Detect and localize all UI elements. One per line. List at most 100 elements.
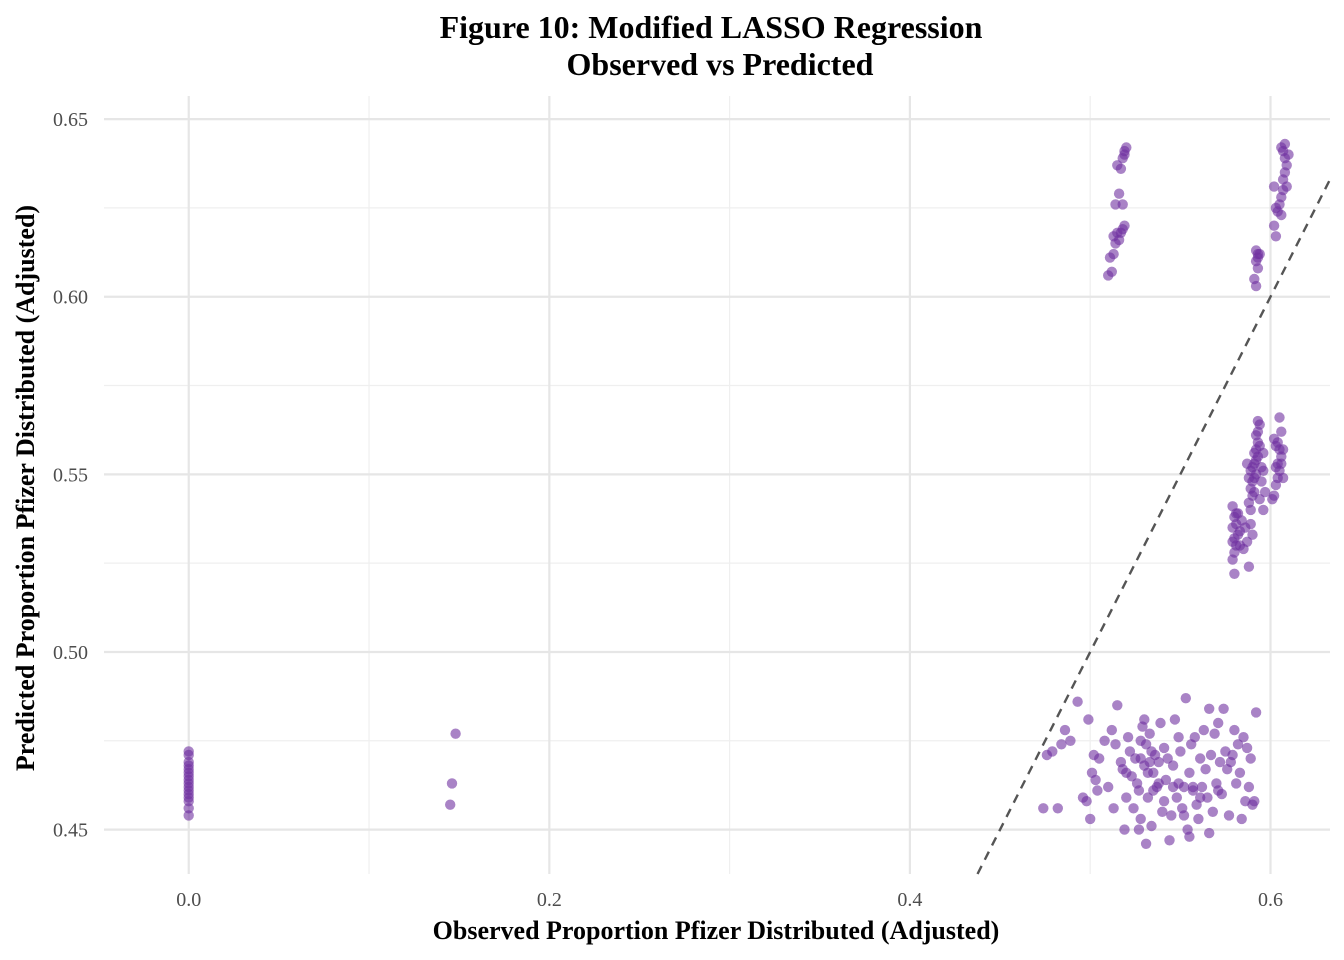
data-point: [1072, 696, 1083, 707]
data-point: [1249, 273, 1260, 285]
data-point: [1214, 756, 1226, 768]
data-point: [1259, 486, 1271, 498]
data-point: [1268, 433, 1280, 444]
data-point: [1108, 803, 1119, 814]
data-point: [1110, 739, 1121, 750]
data-point: [1276, 458, 1287, 469]
x-tick-label: 0.0: [176, 889, 201, 911]
data-point: [1245, 518, 1256, 530]
data-point: [1254, 494, 1265, 505]
data-point: [1085, 813, 1096, 825]
data-point: [1193, 813, 1204, 825]
data-point: [1059, 724, 1071, 736]
x-tick-label: 0.2: [537, 889, 562, 911]
data-point: [1279, 138, 1291, 150]
data-point: [1121, 792, 1132, 803]
chart-title: Figure 10: Modified LASSO Regression: [440, 9, 983, 45]
data-point: [1200, 764, 1211, 775]
data-point: [1180, 693, 1192, 704]
y-tick-label: 0.65: [53, 109, 88, 131]
data-point: [1218, 703, 1229, 714]
data-point: [1112, 700, 1123, 711]
data-point: [1274, 412, 1285, 423]
data-point: [1128, 803, 1139, 814]
data-point: [1146, 820, 1157, 832]
data-point: [1056, 739, 1067, 750]
data-point: [1113, 188, 1125, 199]
data-point: [1169, 714, 1181, 725]
data-point: [1135, 813, 1146, 825]
data-point: [1227, 749, 1238, 761]
data-point: [1207, 806, 1219, 817]
data-point: [1142, 792, 1154, 803]
data-point: [1173, 732, 1184, 743]
data-point: [1178, 810, 1190, 821]
data-point: [1124, 746, 1136, 757]
data-point: [1229, 724, 1240, 736]
data-point: [445, 799, 456, 810]
data-point: [1094, 753, 1105, 764]
data-point: [1153, 778, 1164, 789]
data-point: [1243, 781, 1255, 793]
data-point: [1256, 476, 1267, 487]
data-point: [1258, 447, 1269, 459]
x-axis-ticks: 0.0 0.2 0.4 0.6: [176, 889, 1283, 911]
data-point: [1103, 781, 1114, 793]
data-point: [1277, 472, 1289, 484]
y-tick-label: 0.50: [53, 642, 88, 664]
y-tick-label: 0.55: [53, 464, 88, 486]
data-point: [1166, 810, 1177, 821]
data-point: [1243, 472, 1255, 484]
reference-line-layer: [976, 178, 1332, 875]
data-point: [1189, 732, 1201, 743]
data-point: [1142, 767, 1154, 778]
points-layer: [183, 138, 1294, 849]
data-point: [1238, 732, 1249, 743]
data-point: [1164, 835, 1175, 846]
data-point: [1268, 181, 1280, 192]
data-point: [1241, 742, 1253, 754]
data-point: [1209, 728, 1220, 739]
data-point: [1187, 781, 1199, 793]
data-point: [1213, 717, 1224, 729]
data-point: [1108, 248, 1119, 260]
x-tick-label: 0.6: [1258, 889, 1283, 911]
data-point: [1173, 778, 1184, 789]
data-point: [1204, 703, 1215, 714]
data-point: [1153, 756, 1164, 768]
data-point: [1144, 756, 1155, 768]
data-point: [450, 728, 461, 739]
data-point: [1229, 568, 1240, 579]
data-point: [1121, 142, 1132, 153]
y-tick-label: 0.45: [53, 820, 88, 842]
data-point: [1135, 735, 1146, 746]
data-point: [1184, 767, 1195, 778]
data-point: [1162, 753, 1173, 764]
data-point: [1241, 458, 1253, 469]
data-point: [1234, 767, 1246, 778]
data-point: [1106, 724, 1118, 736]
data-point: [1092, 785, 1103, 796]
data-point: [1252, 248, 1264, 260]
data-point: [1249, 486, 1260, 498]
y-axis-ticks: 0.45 0.50 0.55 0.60 0.65: [53, 109, 88, 842]
data-point: [1119, 220, 1130, 231]
data-point: [1256, 462, 1267, 473]
x-tick-label: 0.4: [897, 889, 922, 911]
data-point: [1157, 806, 1168, 817]
data-point: [1083, 714, 1094, 725]
data-point: [1195, 792, 1206, 803]
data-point: [1144, 728, 1155, 739]
data-point: [1276, 209, 1287, 221]
data-point: [1243, 561, 1255, 572]
data-point: [1167, 760, 1179, 771]
data-point: [1250, 707, 1262, 718]
data-point: [1205, 749, 1217, 761]
y-axis-title: Predicted Proportion Pfizer Distributed …: [11, 205, 40, 771]
data-point: [1236, 813, 1247, 825]
data-point: [1135, 753, 1146, 764]
data-point: [1184, 831, 1195, 842]
data-point: [1234, 540, 1246, 551]
grid: [104, 96, 1330, 874]
